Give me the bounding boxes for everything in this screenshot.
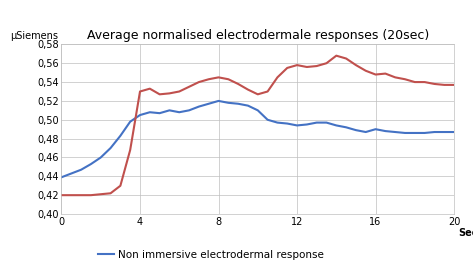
Immersive electrodermal response: [265, 90, 271, 93]
Non immersive electrodermal response: [255, 109, 261, 112]
Immersive electrodermal response: [176, 90, 182, 93]
Immersive electrodermal response: [196, 80, 201, 84]
Non immersive electrodermal response: [373, 128, 378, 131]
Non immersive electrodermal response: [304, 123, 310, 126]
Non immersive electrodermal response: [216, 99, 221, 103]
Non immersive electrodermal response: [176, 111, 182, 114]
Non immersive electrodermal response: [265, 118, 271, 121]
Non immersive electrodermal response: [284, 122, 290, 125]
Non immersive electrodermal response: [363, 130, 368, 134]
Non immersive electrodermal response: [432, 130, 438, 134]
Immersive electrodermal response: [206, 78, 211, 81]
Non immersive electrodermal response: [98, 156, 104, 159]
Non immersive electrodermal response: [226, 101, 231, 104]
Text: Seconds: Seconds: [458, 228, 473, 238]
Immersive electrodermal response: [88, 194, 94, 197]
Immersive electrodermal response: [226, 78, 231, 81]
Immersive electrodermal response: [216, 76, 221, 79]
Non immersive electrodermal response: [451, 130, 457, 134]
Immersive electrodermal response: [255, 93, 261, 96]
Line: Non immersive electrodermal response: Non immersive electrodermal response: [61, 101, 454, 177]
Immersive electrodermal response: [275, 76, 280, 79]
Non immersive electrodermal response: [441, 130, 447, 134]
Immersive electrodermal response: [402, 78, 408, 81]
Immersive electrodermal response: [236, 82, 241, 86]
Non immersive electrodermal response: [59, 176, 64, 179]
Immersive electrodermal response: [304, 66, 310, 69]
Non immersive electrodermal response: [108, 146, 114, 150]
Legend: Non immersive electrodermal response, Immersive electrodermal response: Non immersive electrodermal response, Im…: [98, 250, 324, 261]
Immersive electrodermal response: [393, 76, 398, 79]
Non immersive electrodermal response: [422, 131, 428, 134]
Non immersive electrodermal response: [166, 109, 172, 112]
Non immersive electrodermal response: [196, 105, 201, 108]
Non immersive electrodermal response: [402, 131, 408, 134]
Immersive electrodermal response: [353, 63, 359, 67]
Non immersive electrodermal response: [294, 124, 300, 127]
Non immersive electrodermal response: [353, 129, 359, 132]
Non immersive electrodermal response: [137, 114, 143, 117]
Non immersive electrodermal response: [245, 104, 251, 107]
Immersive electrodermal response: [383, 72, 388, 75]
Non immersive electrodermal response: [88, 163, 94, 166]
Immersive electrodermal response: [186, 85, 192, 88]
Immersive electrodermal response: [373, 73, 378, 76]
Non immersive electrodermal response: [393, 130, 398, 134]
Non immersive electrodermal response: [275, 121, 280, 124]
Non immersive electrodermal response: [157, 112, 163, 115]
Immersive electrodermal response: [147, 87, 153, 90]
Immersive electrodermal response: [245, 88, 251, 91]
Immersive electrodermal response: [108, 192, 114, 195]
Title: Average normalised electrodermale responses (20sec): Average normalised electrodermale respon…: [87, 29, 429, 42]
Immersive electrodermal response: [166, 92, 172, 95]
Immersive electrodermal response: [157, 93, 163, 96]
Text: μSiemens: μSiemens: [10, 31, 59, 41]
Immersive electrodermal response: [69, 194, 74, 197]
Non immersive electrodermal response: [333, 124, 339, 127]
Immersive electrodermal response: [441, 83, 447, 86]
Immersive electrodermal response: [451, 83, 457, 86]
Non immersive electrodermal response: [324, 121, 329, 124]
Immersive electrodermal response: [117, 184, 123, 187]
Non immersive electrodermal response: [236, 102, 241, 105]
Immersive electrodermal response: [343, 57, 349, 60]
Non immersive electrodermal response: [147, 111, 153, 114]
Non immersive electrodermal response: [79, 168, 84, 171]
Immersive electrodermal response: [79, 194, 84, 197]
Non immersive electrodermal response: [383, 129, 388, 133]
Line: Immersive electrodermal response: Immersive electrodermal response: [61, 56, 454, 195]
Immersive electrodermal response: [432, 82, 438, 86]
Immersive electrodermal response: [294, 63, 300, 67]
Immersive electrodermal response: [422, 80, 428, 84]
Immersive electrodermal response: [59, 194, 64, 197]
Non immersive electrodermal response: [206, 102, 211, 105]
Immersive electrodermal response: [98, 193, 104, 196]
Immersive electrodermal response: [137, 90, 143, 93]
Immersive electrodermal response: [127, 148, 133, 151]
Immersive electrodermal response: [412, 80, 418, 84]
Immersive electrodermal response: [284, 66, 290, 69]
Immersive electrodermal response: [314, 64, 320, 68]
Non immersive electrodermal response: [412, 131, 418, 134]
Non immersive electrodermal response: [117, 134, 123, 137]
Non immersive electrodermal response: [127, 120, 133, 123]
Immersive electrodermal response: [333, 54, 339, 57]
Non immersive electrodermal response: [186, 109, 192, 112]
Immersive electrodermal response: [324, 62, 329, 65]
Non immersive electrodermal response: [314, 121, 320, 124]
Immersive electrodermal response: [363, 69, 368, 72]
Non immersive electrodermal response: [69, 172, 74, 175]
Non immersive electrodermal response: [343, 126, 349, 129]
